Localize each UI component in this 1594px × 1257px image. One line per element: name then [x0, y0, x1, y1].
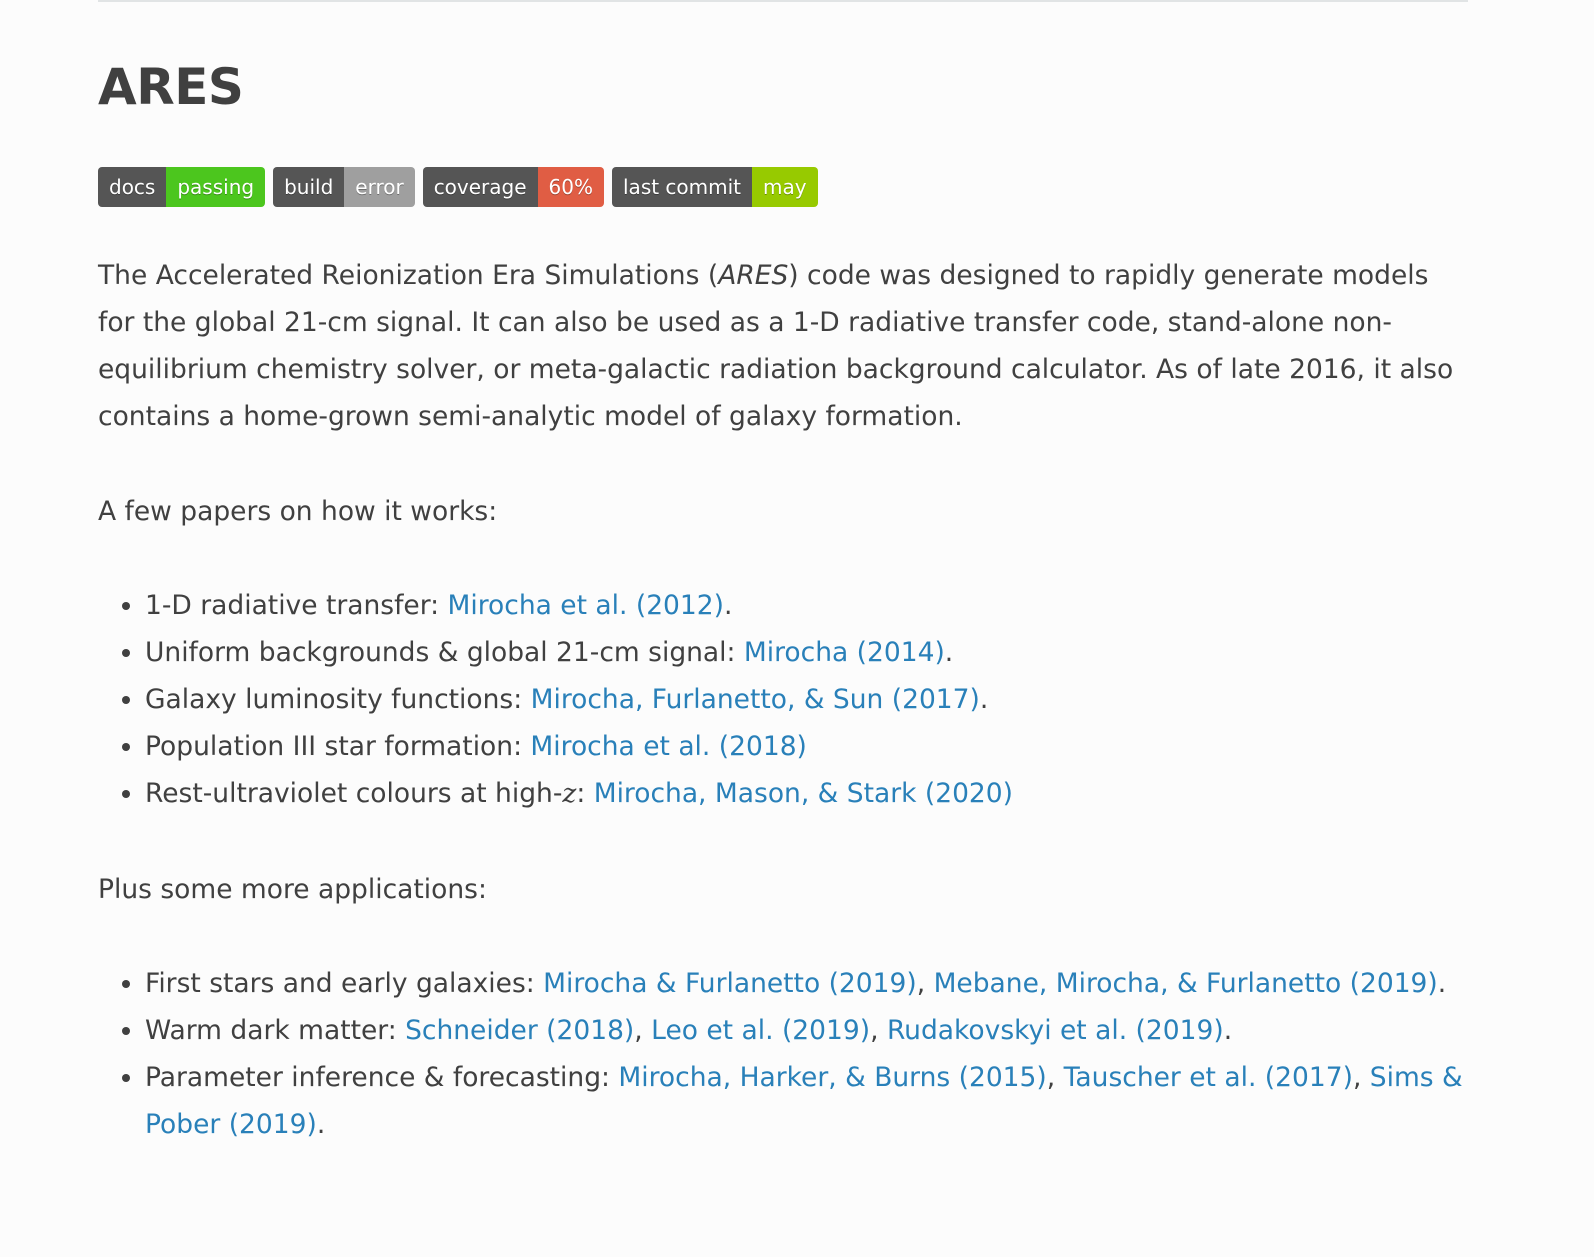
- list-item: Population III star formation: Mirocha e…: [145, 723, 1473, 770]
- list-item: 1-D radiative transfer: Mirocha et al. (…: [145, 582, 1473, 629]
- paper-link[interactable]: Mirocha et al. (2012): [447, 590, 724, 621]
- badge-build-value: error: [344, 167, 415, 207]
- paper-link[interactable]: Leo et al. (2019): [651, 1015, 871, 1046]
- list-item-label: 1-D radiative transfer:: [145, 590, 448, 621]
- paper-link[interactable]: Mirocha et al. (2018): [530, 731, 807, 762]
- list-item-label: First stars and early galaxies:: [145, 968, 544, 999]
- paper-link[interactable]: Mirocha, Harker, & Burns (2015): [618, 1062, 1047, 1093]
- paper-link[interactable]: Rudakovskyi et al. (2019): [886, 1015, 1224, 1046]
- paper-link[interactable]: Mirocha & Furlanetto (2019): [543, 968, 917, 999]
- list-item-end: .: [1223, 1015, 1233, 1046]
- papers-list: 1-D radiative transfer: Mirocha et al. (…: [98, 582, 1473, 817]
- intro-emphasis: ARES: [718, 260, 789, 291]
- paper-link[interactable]: Schneider (2018): [405, 1015, 635, 1046]
- paper-link[interactable]: Mirocha, Mason, & Stark (2020): [593, 778, 1013, 809]
- list-item-label: Rest-ultraviolet colours at high-: [145, 778, 563, 809]
- paper-link[interactable]: Mirocha, Furlanetto, & Sun (2017): [530, 684, 980, 715]
- list-item-end: .: [316, 1109, 326, 1140]
- list-item: Warm dark matter: Schneider (2018), Leo …: [145, 1007, 1473, 1054]
- applications-intro: Plus some more applications:: [98, 874, 487, 905]
- list-item-end: .: [979, 684, 989, 715]
- papers-intro: A few papers on how it works:: [98, 496, 498, 527]
- top-divider: [98, 0, 1468, 2]
- badge-coverage-value: 60%: [537, 167, 604, 207]
- badge-docs-value: passing: [166, 167, 266, 207]
- math-variable: z: [562, 778, 577, 809]
- applications-list: First stars and early galaxies: Mirocha …: [98, 960, 1473, 1148]
- list-item: Parameter inference & forecasting: Miroc…: [145, 1054, 1473, 1148]
- list-item-label-suffix: :: [576, 778, 594, 809]
- badge-coverage[interactable]: coverage 60%: [422, 167, 604, 207]
- badge-build[interactable]: build error: [273, 167, 415, 207]
- list-item-end: .: [723, 590, 733, 621]
- intro-text-after: ) code was designed to rapidly generate …: [98, 260, 1454, 432]
- intro-text-before: The Accelerated Reionization Era Simulat…: [98, 260, 719, 291]
- paper-link[interactable]: Mirocha (2014): [743, 637, 945, 668]
- page-title: ARES: [98, 58, 244, 116]
- list-item-end: .: [944, 637, 954, 668]
- list-item-label: Warm dark matter:: [145, 1015, 406, 1046]
- badge-coverage-label: coverage: [422, 167, 538, 207]
- badge-build-label: build: [273, 167, 345, 207]
- paper-link[interactable]: Sims & Pober (2019): [145, 1062, 1463, 1140]
- badge-docs-label: docs: [98, 167, 167, 207]
- list-item: Galaxy luminosity functions: Mirocha, Fu…: [145, 676, 1473, 723]
- badge-last-commit-label: last commit: [612, 167, 753, 207]
- list-item-label: Population III star formation:: [145, 731, 531, 762]
- list-item-label: Galaxy luminosity functions:: [145, 684, 531, 715]
- badge-docs[interactable]: docs passing: [98, 167, 266, 207]
- badge-last-commit[interactable]: last commit may: [612, 167, 818, 207]
- list-item-label: Uniform backgrounds & global 21-cm signa…: [145, 637, 744, 668]
- badge-last-commit-value: may: [752, 167, 818, 207]
- paper-link[interactable]: Tauscher et al. (2017): [1063, 1062, 1353, 1093]
- list-item: First stars and early galaxies: Mirocha …: [145, 960, 1473, 1007]
- intro-paragraph: The Accelerated Reionization Era Simulat…: [98, 252, 1473, 440]
- paper-link[interactable]: Mebane, Mirocha, & Furlanetto (2019): [933, 968, 1438, 999]
- list-item-end: .: [1437, 968, 1447, 999]
- list-item: Rest-ultraviolet colours at high-z: Miro…: [145, 770, 1473, 817]
- badge-row: docs passing build error coverage 60% la…: [98, 167, 818, 207]
- list-item-label: Parameter inference & forecasting:: [145, 1062, 619, 1093]
- list-item: Uniform backgrounds & global 21-cm signa…: [145, 629, 1473, 676]
